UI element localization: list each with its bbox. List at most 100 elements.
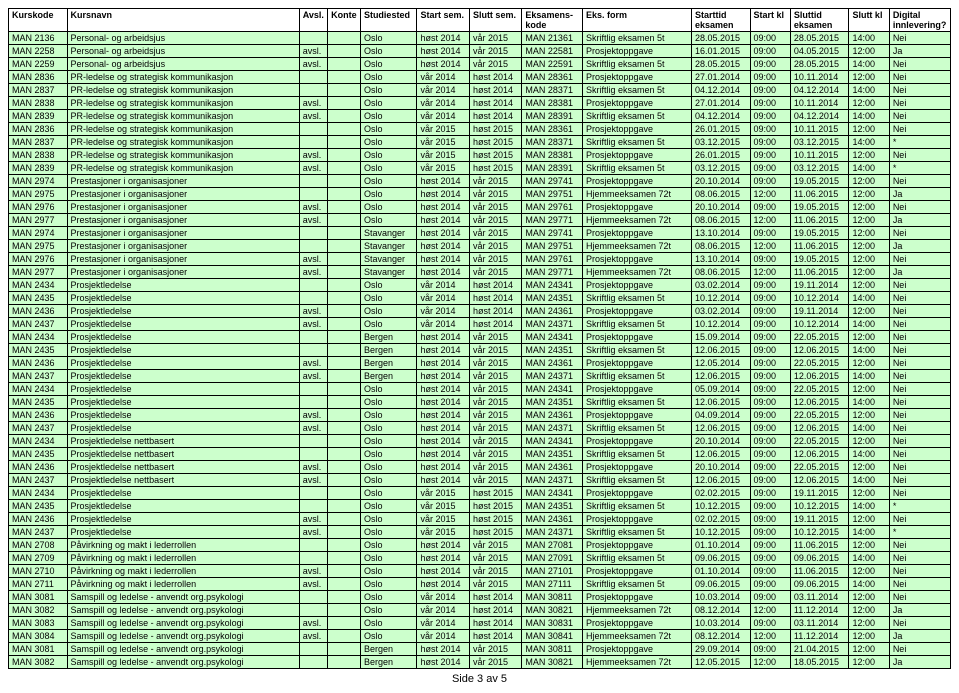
table-cell: 08.12.2014 [692,630,751,643]
table-cell: Skriftlig eksamen 5t [582,448,691,461]
table-cell: avsl. [299,201,327,214]
table-cell: vår 2015 [469,461,521,474]
table-cell: Prosjektoppgave [582,565,691,578]
table-cell: Skriftlig eksamen 5t [582,474,691,487]
table-cell: høst 2014 [469,292,521,305]
table-cell: Nei [889,539,950,552]
table-cell: Prosjektledelse [67,357,299,370]
table-cell [299,136,327,149]
table-cell: høst 2014 [417,552,469,565]
table-cell: høst 2014 [469,318,521,331]
table-cell: MAN 29771 [522,266,583,279]
table-cell: 12:00 [849,175,889,188]
table-cell: Samspill og ledelse - anvendt org.psykol… [67,617,299,630]
table-cell: avsl. [299,617,327,630]
table-cell [328,32,361,45]
table-row: MAN 2436Prosjektledelse nettbasertavsl.O… [9,461,951,474]
table-cell: vår 2015 [469,58,521,71]
table-cell: Prosjektledelse [67,279,299,292]
table-cell: MAN 2434 [9,487,68,500]
table-cell: Prosjektoppgave [582,175,691,188]
table-cell: Oslo [360,318,417,331]
table-cell: Ja [889,630,950,643]
table-row: MAN 3082Samspill og ledelse - anvendt or… [9,604,951,617]
table-cell [299,227,327,240]
table-cell: Prosjektoppgave [582,409,691,422]
table-cell: høst 2014 [469,591,521,604]
table-cell [328,552,361,565]
table-cell: 16.01.2015 [692,45,751,58]
table-cell: 09:00 [750,175,790,188]
table-cell: høst 2014 [417,266,469,279]
table-cell [328,162,361,175]
table-cell: Prosjektoppgave [582,643,691,656]
table-cell: MAN 24371 [522,318,583,331]
table-cell [299,331,327,344]
table-cell: MAN 27111 [522,578,583,591]
table-cell: 12:00 [750,240,790,253]
table-cell: MAN 22581 [522,45,583,58]
table-cell: Oslo [360,461,417,474]
table-cell: 09:00 [750,45,790,58]
table-cell [328,84,361,97]
table-cell: MAN 24351 [522,500,583,513]
table-cell: 20.10.2014 [692,435,751,448]
table-cell: MAN 28381 [522,97,583,110]
table-cell: MAN 2136 [9,32,68,45]
table-cell: vår 2015 [469,201,521,214]
table-cell: 09:00 [750,84,790,97]
table-cell: 20.10.2014 [692,175,751,188]
table-cell: Oslo [360,617,417,630]
table-cell [328,240,361,253]
table-cell: Prosjektledelse nettbasert [67,448,299,461]
table-cell: MAN 24341 [522,435,583,448]
table-cell [328,513,361,526]
table-cell [328,539,361,552]
table-cell: 12:00 [849,539,889,552]
table-cell: Prosjektoppgave [582,97,691,110]
table-cell: Bergen [360,370,417,383]
table-cell: MAN 24361 [522,409,583,422]
table-cell [299,396,327,409]
table-cell: 14:00 [849,396,889,409]
table-cell: Påvirkning og makt i lederrollen [67,552,299,565]
table-cell [328,422,361,435]
table-cell: Nei [889,409,950,422]
table-cell [299,487,327,500]
table-cell: Oslo [360,45,417,58]
table-cell: MAN 2437 [9,526,68,539]
table-cell [328,643,361,656]
table-cell [328,71,361,84]
table-cell: MAN 2436 [9,461,68,474]
table-cell: 09:00 [750,461,790,474]
table-cell: 11.06.2015 [790,188,849,201]
table-cell: Prosjektoppgave [582,539,691,552]
table-cell: høst 2014 [469,279,521,292]
table-cell: avsl. [299,474,327,487]
table-cell [328,279,361,292]
table-cell: 27.01.2014 [692,71,751,84]
table-cell: 04.12.2014 [692,110,751,123]
table-cell: vår 2015 [469,656,521,669]
table-cell: vår 2015 [417,123,469,136]
table-cell: 19.11.2015 [790,513,849,526]
table-cell: 12:00 [849,331,889,344]
table-cell: høst 2014 [417,253,469,266]
table-cell: Påvirkning og makt i lederrollen [67,578,299,591]
table-cell: 09:00 [750,292,790,305]
table-cell: 10.11.2014 [790,71,849,84]
table-cell: Skriftlig eksamen 5t [582,58,691,71]
table-cell: MAN 2709 [9,552,68,565]
table-cell: Skriftlig eksamen 5t [582,318,691,331]
table-cell: 10.12.2015 [790,526,849,539]
table-cell: 09:00 [750,201,790,214]
table-cell: vår 2015 [417,513,469,526]
table-cell: MAN 24351 [522,448,583,461]
table-cell: 12:00 [849,604,889,617]
table-cell: avsl. [299,630,327,643]
table-cell: Prosjektledelse [67,396,299,409]
table-cell [328,253,361,266]
table-cell: Prosjektledelse [67,318,299,331]
table-cell: MAN 2977 [9,266,68,279]
table-cell: Prosjektledelse [67,344,299,357]
